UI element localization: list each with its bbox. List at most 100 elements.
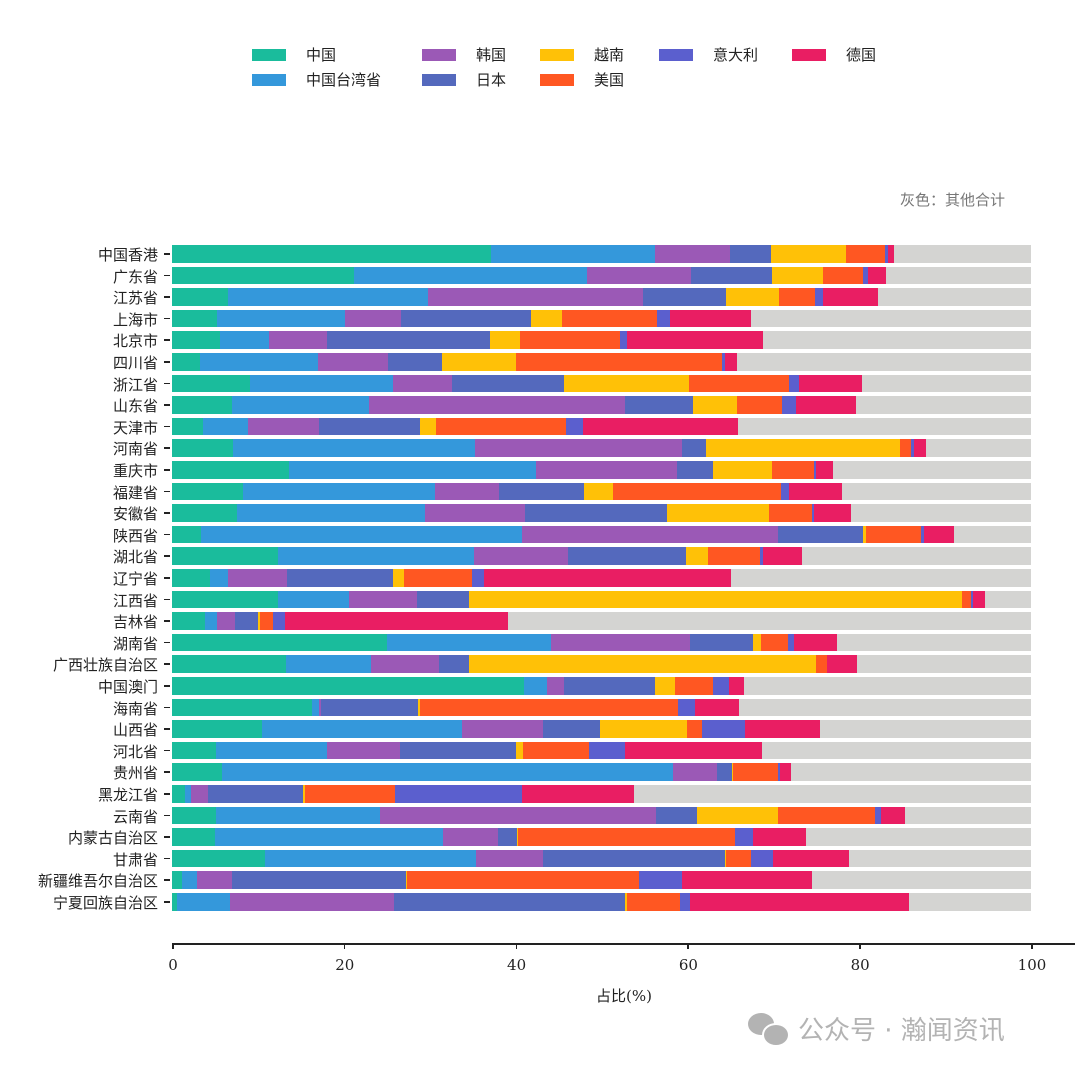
y-tick — [164, 814, 170, 817]
bar-segment — [257, 612, 260, 630]
bar-row: 黑龙江省 — [0, 785, 1080, 804]
bar-row: 北京市 — [0, 331, 1080, 350]
bar-segment — [318, 353, 388, 371]
bar-segment — [682, 439, 707, 457]
bar-segment — [657, 309, 671, 328]
bar-segment — [823, 266, 864, 285]
bar-segment — [760, 547, 763, 565]
bar-segment — [768, 504, 812, 522]
x-tick-label: 20 — [335, 956, 355, 974]
bar-segment — [182, 871, 197, 889]
bar-segment — [811, 504, 815, 522]
y-tick — [164, 728, 170, 730]
bar-segment — [752, 633, 762, 652]
bar-segment — [471, 569, 484, 587]
y-tick — [164, 512, 170, 514]
bar-segment — [814, 504, 851, 522]
bar-segment — [237, 504, 426, 522]
stacked-bar — [172, 331, 1031, 349]
bar-segment — [962, 590, 971, 609]
bar-segment — [371, 655, 440, 673]
stacked-bar — [172, 893, 1031, 911]
bar-row: 四川省 — [0, 353, 1080, 372]
bar-segment — [970, 590, 974, 609]
y-tick-label: 上海市 — [112, 310, 158, 329]
other-note: 灰色：其他合计 — [900, 191, 1006, 209]
bar-segment — [498, 828, 518, 846]
bar-segment — [867, 266, 886, 285]
bar-segment — [827, 655, 857, 673]
chart-legend: 中国 中国台湾省 韩国 日本 越南 美国 意大利 德国 — [252, 44, 932, 94]
bar-segment — [690, 266, 773, 285]
bar-segment — [910, 439, 915, 457]
bar-segment — [732, 763, 733, 781]
bar-segment — [627, 331, 763, 349]
bar-segment — [846, 245, 885, 263]
bar-segment — [701, 720, 745, 738]
bar-segment — [172, 720, 263, 738]
bar-segment — [172, 353, 201, 371]
bar-segment — [689, 374, 789, 393]
legend-label: 美国 — [594, 71, 625, 89]
y-tick — [164, 317, 170, 320]
bar-segment — [392, 374, 453, 393]
y-tick-label: 重庆市 — [112, 462, 158, 480]
bar-segment — [566, 417, 583, 436]
bar-segment — [172, 439, 233, 457]
bar-segment — [247, 417, 319, 436]
bar-segment — [489, 331, 520, 349]
y-tick — [164, 577, 170, 579]
bar-row: 福建省 — [0, 482, 1080, 502]
bar-row: 新疆维吾尔自治区 — [0, 871, 1080, 890]
y-tick-label: 天津市 — [112, 418, 158, 437]
bar-row: 内蒙古自治区 — [0, 828, 1080, 847]
bar-segment — [543, 720, 600, 738]
y-tick-label: 陕西省 — [112, 526, 158, 545]
bar-segment — [286, 655, 372, 673]
bar-segment — [172, 288, 228, 306]
bar-segment — [227, 569, 288, 587]
bar-segment — [866, 525, 921, 544]
bar-row: 广西壮族自治区 — [0, 655, 1080, 674]
bar-segment — [654, 245, 731, 263]
legend-item: 中国 — [252, 44, 336, 65]
bar-segment — [863, 525, 867, 544]
y-tick-label: 海南省 — [112, 699, 158, 718]
bar-segment — [490, 245, 655, 263]
bar-segment — [395, 785, 523, 803]
bar-segment — [172, 633, 387, 652]
y-tick — [164, 404, 170, 406]
y-tick-label: 山东省 — [112, 397, 158, 416]
bar-row: 湖南省 — [0, 633, 1080, 653]
bar-segment — [320, 698, 418, 717]
stacked-bar — [172, 353, 1031, 371]
y-tick-label: 江西省 — [112, 591, 158, 610]
bar-segment — [259, 612, 274, 630]
bar-segment — [172, 266, 355, 285]
bar-segment — [677, 461, 714, 479]
stacked-bar — [172, 741, 1031, 760]
x-axis-label: 占比(%) — [596, 987, 652, 1005]
bar-segment — [695, 698, 739, 717]
y-tick-label: 浙江省 — [112, 375, 158, 394]
legend-label: 越南 — [594, 46, 625, 64]
stacked-bar — [172, 547, 1031, 565]
y-tick — [164, 490, 170, 493]
bar-segment — [172, 547, 278, 565]
y-tick-label: 云南省 — [112, 807, 158, 826]
bar-segment — [762, 547, 802, 565]
bar-segment — [788, 374, 800, 393]
bar-segment — [816, 655, 827, 673]
legend-item: 日本 — [422, 69, 506, 90]
y-tick — [164, 749, 170, 752]
bar-segment — [417, 698, 421, 717]
bar-segment — [200, 353, 319, 371]
bar-segment — [536, 461, 678, 479]
bar-segment — [172, 763, 222, 781]
bar-segment — [773, 849, 849, 868]
bar-segment — [666, 504, 769, 522]
bar-row: 重庆市 — [0, 461, 1080, 480]
y-tick-label: 安徽省 — [112, 505, 158, 524]
bar-segment — [172, 309, 217, 328]
x-tick — [687, 943, 689, 949]
